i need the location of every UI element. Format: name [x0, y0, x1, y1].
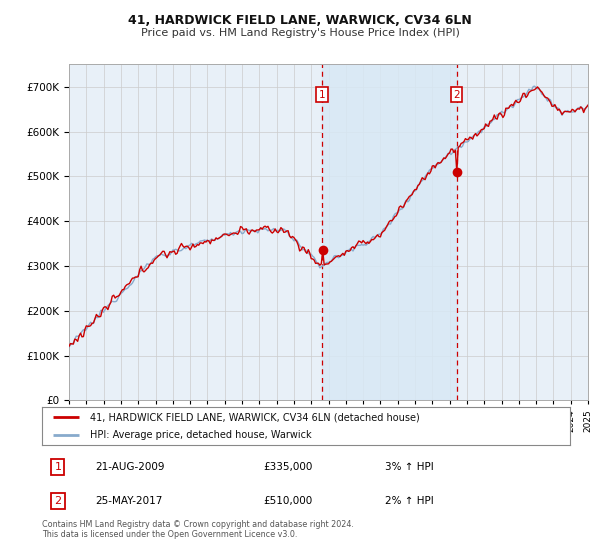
Text: 1: 1 [319, 90, 326, 100]
Text: 2% ↑ HPI: 2% ↑ HPI [385, 496, 434, 506]
Text: 1: 1 [55, 462, 61, 472]
Text: 41, HARDWICK FIELD LANE, WARWICK, CV34 6LN (detached house): 41, HARDWICK FIELD LANE, WARWICK, CV34 6… [89, 412, 419, 422]
Text: Contains HM Land Registry data © Crown copyright and database right 2024.
This d: Contains HM Land Registry data © Crown c… [42, 520, 354, 539]
Text: 41, HARDWICK FIELD LANE, WARWICK, CV34 6LN: 41, HARDWICK FIELD LANE, WARWICK, CV34 6… [128, 14, 472, 27]
Text: 2: 2 [54, 496, 61, 506]
Text: 25-MAY-2017: 25-MAY-2017 [95, 496, 162, 506]
Text: 2: 2 [453, 90, 460, 100]
Text: HPI: Average price, detached house, Warwick: HPI: Average price, detached house, Warw… [89, 430, 311, 440]
Bar [322, 64, 457, 400]
Text: £335,000: £335,000 [264, 462, 313, 472]
Text: 21-AUG-2009: 21-AUG-2009 [95, 462, 164, 472]
Text: £510,000: £510,000 [264, 496, 313, 506]
Text: 3% ↑ HPI: 3% ↑ HPI [385, 462, 434, 472]
Text: Price paid vs. HM Land Registry's House Price Index (HPI): Price paid vs. HM Land Registry's House … [140, 28, 460, 38]
